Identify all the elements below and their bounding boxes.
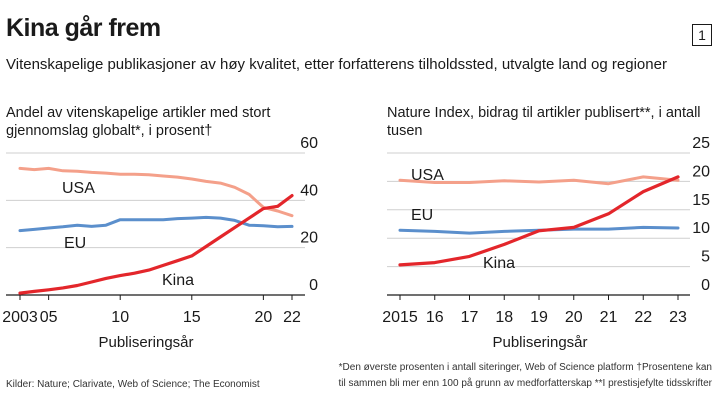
left-series-label-usa: USA (62, 180, 95, 197)
right-y-tick-label: 10 (692, 220, 710, 237)
right-x-tick-label: 23 (669, 309, 687, 326)
page-title: Kina går frem (6, 14, 161, 42)
right-chart: 0 5 10 15 20 25 2015 16 17 18 19 20 21 22 23 Publiserin… (382, 135, 710, 351)
left-y-tick-label: 40 (300, 182, 318, 199)
left-y-tick-label: 0 (309, 277, 318, 294)
left-x-tick-label: 15 (183, 309, 201, 326)
right-y-tick-label: 20 (692, 163, 710, 180)
right-series-line-usa (398, 175, 680, 186)
chart-number-badge: 1 (692, 24, 712, 46)
right-x-tick-label: 20 (565, 309, 583, 326)
left-chart: 0 20 40 60 2003 05 10 15 20 22 Publiseringsår USA EU… (2, 135, 318, 351)
left-series-line-eu (18, 215, 294, 233)
right-y-tick-label: 15 (692, 192, 710, 209)
left-chart-title: Andel av vitenskapelige artikler med sto… (6, 105, 271, 139)
right-y-tick-label: 5 (701, 249, 710, 266)
footnote-2: til sammen bli mer enn 100 på grunn av m… (338, 378, 713, 389)
right-series-label-kina: Kina (483, 255, 515, 272)
right-series-label-eu: EU (411, 207, 433, 224)
left-series-line-usa (18, 166, 294, 218)
right-x-tick-label: 17 (461, 309, 479, 326)
left-x-axis-label: Publiseringsår (98, 334, 193, 351)
left-series-label-kina: Kina (162, 272, 194, 289)
left-x-tick-label: 10 (111, 309, 129, 326)
right-series-label-usa: USA (411, 167, 444, 184)
right-x-tick-label: 22 (634, 309, 652, 326)
left-y-tick-label: 60 (300, 135, 318, 152)
left-x-tick-label: 22 (283, 309, 301, 326)
left-x-tick-label: 20 (254, 309, 272, 326)
right-x-axis-label: Publiseringsår (492, 334, 587, 351)
footnote-1: *Den øverste prosenten i antall sitering… (338, 362, 712, 373)
left-x-tick-label: 2003 (2, 309, 38, 326)
right-x-tick-label: 16 (426, 309, 444, 326)
right-x-tick-label: 19 (530, 309, 548, 326)
left-series-label-eu: EU (64, 235, 86, 252)
right-y-tick-label: 0 (701, 277, 710, 294)
right-x-tick-label: 21 (600, 309, 618, 326)
sources-note: Kilder: Nature; Clarivate, Web of Scienc… (6, 379, 260, 390)
right-series-line-kina (398, 175, 680, 267)
right-chart-title: Nature Index, bidrag til artikler publis… (387, 105, 701, 139)
left-y-tick-label: 20 (300, 230, 318, 247)
right-x-tick-label: 18 (495, 309, 513, 326)
left-x-tick-label: 05 (40, 309, 58, 326)
page-subtitle: Vitenskapelige publikasjoner av høy kval… (6, 56, 667, 73)
right-y-tick-label: 25 (692, 135, 710, 152)
right-x-tick-label: 2015 (382, 309, 418, 326)
left-series-line-kina (18, 194, 294, 295)
